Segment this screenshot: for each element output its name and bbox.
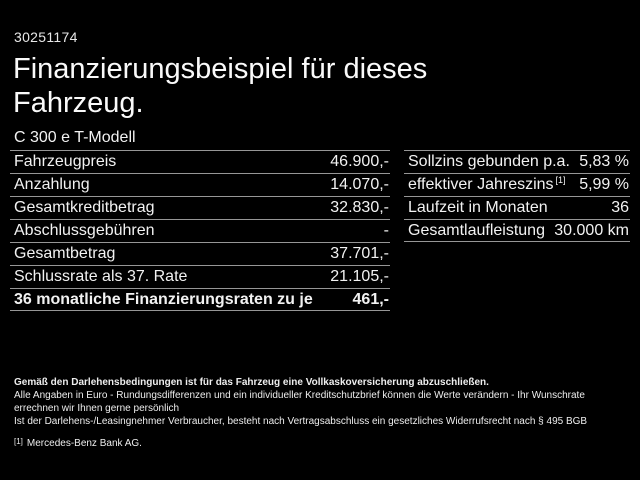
legal-footer: Gemäß den Darlehensbedingungen ist für d… (14, 376, 626, 450)
row-value: 36 (611, 199, 629, 216)
footnote-text: Mercedes-Benz Bank AG. (26, 438, 142, 449)
table-row-effektiver-jahreszins: effektiver Jahreszins [1] 5,99 % (404, 173, 630, 196)
reference-number: 30251174 (14, 29, 78, 45)
row-value: 30.000 km (554, 221, 629, 239)
footnote-marker: [1] (14, 437, 23, 446)
row-value: 5,83 % (579, 153, 629, 170)
row-label: effektiver Jahreszins [1] (408, 174, 566, 193)
financing-table: Fahrzeugpreis 46.900,- Anzahlung 14.070,… (10, 150, 390, 311)
row-value: 5,99 % (579, 176, 629, 193)
table-row-laufzeit: Laufzeit in Monaten 36 (404, 196, 630, 219)
row-label: 36 monatliche Finanzierungsraten zu je (14, 290, 313, 308)
row-value: 14.070,- (330, 176, 389, 193)
table-row-fahrzeugpreis: Fahrzeugpreis 46.900,- (10, 150, 390, 173)
table-row-gesamtbetrag: Gesamtbetrag 37.701,- (10, 242, 390, 265)
row-value: 461,- (352, 290, 389, 308)
row-label: Gesamtlaufleistung (408, 221, 545, 239)
footnote-reference: [1] (555, 174, 566, 185)
row-value: 46.900,- (330, 153, 389, 170)
row-label: Gesamtbetrag (14, 245, 116, 262)
page-title-line2: Fahrzeug. (13, 87, 144, 119)
row-label: Gesamtkreditbetrag (14, 199, 155, 216)
footnote: [1] Mercedes-Benz Bank AG. (14, 435, 626, 450)
disclaimer-line2: Ist der Darlehens-/Leasingnehmer Verbrau… (14, 416, 588, 427)
table-row-schlussrate: Schlussrate als 37. Rate 21.105,- (10, 265, 390, 288)
row-value: 37.701,- (330, 245, 389, 262)
row-label: Laufzeit in Monaten (408, 199, 548, 216)
table-row-gesamtlaufleistung: Gesamtlaufleistung 30.000 km (404, 219, 630, 242)
table-row-anzahlung: Anzahlung 14.070,- (10, 173, 390, 196)
page-title-line1: Finanzierungsbeispiel für dieses (13, 53, 428, 85)
row-label: Anzahlung (14, 176, 90, 193)
vehicle-model-label: C 300 e T-Modell (14, 129, 136, 146)
row-label: Schlussrate als 37. Rate (14, 268, 188, 285)
page-title: Finanzierungsbeispiel für dieses Fahrzeug… (13, 52, 427, 120)
conditions-table: Sollzins gebunden p.a. 5,83 % effektiver… (404, 150, 630, 242)
row-label: Fahrzeugpreis (14, 153, 117, 170)
table-row-sollzins: Sollzins gebunden p.a. 5,83 % (404, 150, 630, 173)
table-row-abschlussgebuehren: Abschlussgebühren - (10, 219, 390, 242)
row-value: 32.830,- (330, 199, 389, 216)
insurance-requirement-note: Gemäß den Darlehensbedingungen ist für d… (14, 377, 489, 388)
row-value: 21.105,- (330, 268, 389, 285)
row-value: - (383, 222, 389, 239)
row-label: Abschlussgebühren (14, 222, 155, 239)
table-row-monthly-rate: 36 monatliche Finanzierungsraten zu je 4… (10, 288, 390, 311)
row-label: Sollzins gebunden p.a. (408, 153, 570, 170)
disclaimer-line1: Alle Angaben in Euro - Rundungsdifferenz… (14, 390, 585, 414)
table-row-gesamtkreditbetrag: Gesamtkreditbetrag 32.830,- (10, 196, 390, 219)
